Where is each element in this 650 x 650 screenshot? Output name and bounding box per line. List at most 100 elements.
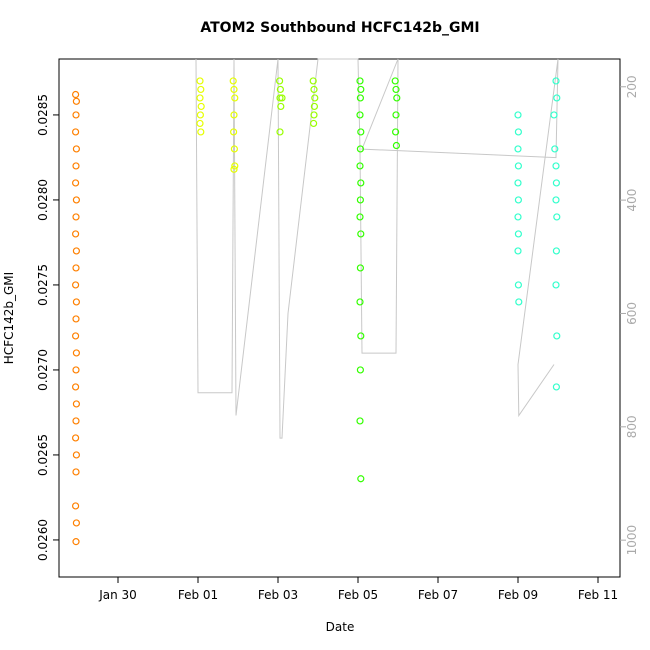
point (277, 102, 285, 111)
point (356, 417, 364, 425)
chart-title: ATOM2 Southbound HCFC142b_GMI (200, 20, 479, 36)
point (514, 128, 523, 136)
point (72, 519, 81, 527)
point (392, 141, 400, 150)
point (71, 179, 80, 187)
point (230, 145, 238, 153)
x-tick-label: Feb 03 (258, 588, 298, 602)
point (231, 162, 239, 170)
point (514, 196, 523, 204)
point (514, 230, 523, 238)
point (71, 332, 80, 340)
y-tick-label: 0.0285 (36, 94, 50, 136)
point (196, 119, 204, 128)
point (276, 77, 284, 85)
point (196, 111, 204, 119)
x-tick-label: Feb 11 (578, 588, 618, 602)
point (553, 332, 561, 340)
point (72, 264, 80, 272)
x-axis-label: Date (326, 620, 355, 634)
point (310, 111, 318, 119)
point (553, 94, 561, 102)
point (392, 85, 400, 94)
point (72, 162, 80, 170)
point (356, 94, 364, 102)
point (393, 94, 401, 102)
point (356, 264, 364, 272)
point (310, 119, 318, 128)
y2-tick-label: 200 (625, 75, 639, 98)
point (392, 111, 400, 119)
point (72, 400, 81, 408)
point (72, 468, 80, 476)
point (357, 475, 365, 483)
point (514, 213, 522, 221)
point (197, 128, 205, 136)
point (310, 85, 318, 94)
point (197, 102, 205, 111)
point (356, 366, 364, 374)
point (309, 77, 317, 85)
point (276, 128, 284, 136)
point (231, 94, 239, 102)
point (71, 434, 80, 442)
point (72, 417, 80, 425)
y-tick-label: 0.0270 (36, 349, 50, 391)
point (72, 298, 81, 306)
point (72, 349, 81, 357)
y-tick-label: 0.0260 (36, 519, 50, 561)
y2-tick-label: 800 (625, 415, 639, 438)
point (196, 94, 204, 102)
point (514, 247, 522, 255)
point (276, 94, 284, 102)
point (552, 162, 560, 170)
point (71, 128, 80, 136)
point (72, 111, 80, 119)
y-axis-label: HCFC142b_GMI (2, 272, 16, 364)
x-tick-label: Feb 05 (338, 588, 378, 602)
point (72, 315, 80, 323)
y2-tick-label: 1000 (625, 525, 639, 556)
point (72, 97, 81, 105)
point (72, 247, 81, 255)
point (71, 383, 80, 391)
point (72, 366, 80, 374)
point (72, 196, 81, 204)
point (552, 383, 561, 391)
point (229, 77, 237, 85)
x-tick-label: Feb 09 (498, 588, 538, 602)
point (515, 298, 523, 306)
point (514, 111, 522, 119)
point (71, 502, 80, 510)
x-tick-label: Feb 01 (178, 588, 218, 602)
point (230, 165, 238, 173)
point (311, 94, 319, 102)
point (357, 230, 365, 238)
plot-frame (58, 58, 621, 578)
point (71, 90, 80, 99)
point (196, 77, 204, 85)
point (550, 111, 558, 119)
point (391, 77, 399, 85)
point (230, 128, 238, 136)
point (197, 85, 205, 94)
point (514, 179, 522, 187)
point (551, 145, 559, 153)
point (72, 451, 81, 459)
y-tick-label: 0.0265 (36, 434, 50, 476)
y-tick-label: 0.0280 (36, 179, 50, 221)
point (356, 77, 364, 85)
point (356, 196, 364, 204)
point (356, 145, 364, 153)
point (514, 162, 523, 170)
x-tick-label: Jan 30 (98, 588, 137, 602)
point (552, 247, 561, 255)
point (356, 213, 364, 221)
point (71, 230, 80, 238)
point (357, 179, 365, 187)
point (230, 85, 238, 94)
point (276, 85, 284, 94)
y-tick-label: 0.0275 (36, 264, 50, 306)
point (356, 162, 364, 170)
